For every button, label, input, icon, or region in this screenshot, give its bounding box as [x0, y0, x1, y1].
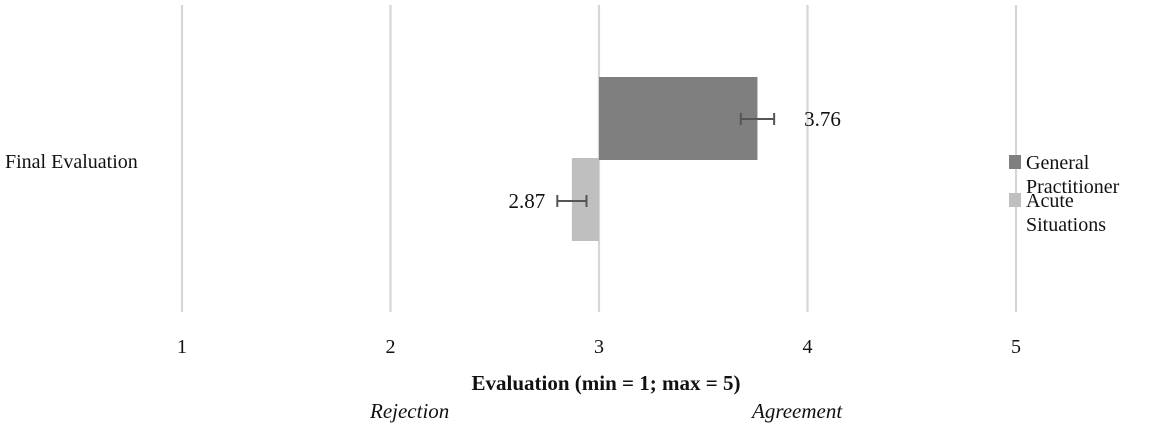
- legend-label-general-practitioner: General Practitioner: [1026, 152, 1120, 198]
- legend-swatch-general-practitioner: [1009, 155, 1021, 169]
- rejection-annotation: Rejection: [369, 399, 449, 423]
- error-bar-acute-situations: [556, 195, 588, 207]
- error-bar-general-practitioner: [739, 113, 776, 125]
- legend-swatch-acute-situations: [1009, 193, 1021, 207]
- agreement-annotation: Agreement: [750, 399, 843, 423]
- legend: General Practitioner Acute Situations: [1009, 152, 1120, 236]
- category-label: Final Evaluation: [5, 151, 138, 173]
- bars: [571, 77, 758, 241]
- tick-label-5: 5: [1011, 336, 1021, 358]
- x-axis-title: Evaluation (min = 1; max = 5): [472, 371, 741, 395]
- tick-label-3: 3: [594, 336, 604, 358]
- bar-general-practitioner: [599, 77, 758, 160]
- tick-label-4: 4: [803, 336, 813, 358]
- tick-label-2: 2: [386, 336, 396, 358]
- legend-label-acute-situations: Acute Situations: [1026, 190, 1106, 236]
- bar-acute-situations: [571, 158, 599, 241]
- error-bars: [556, 113, 776, 207]
- tick-label-1: 1: [177, 336, 187, 358]
- data-label-acute-situations: 2.87: [509, 189, 546, 213]
- data-labels: 3.76 2.87: [509, 107, 841, 213]
- x-axis-ticks: 1 2 3 4 5: [177, 336, 1021, 358]
- data-label-general-practitioner: 3.76: [804, 107, 841, 131]
